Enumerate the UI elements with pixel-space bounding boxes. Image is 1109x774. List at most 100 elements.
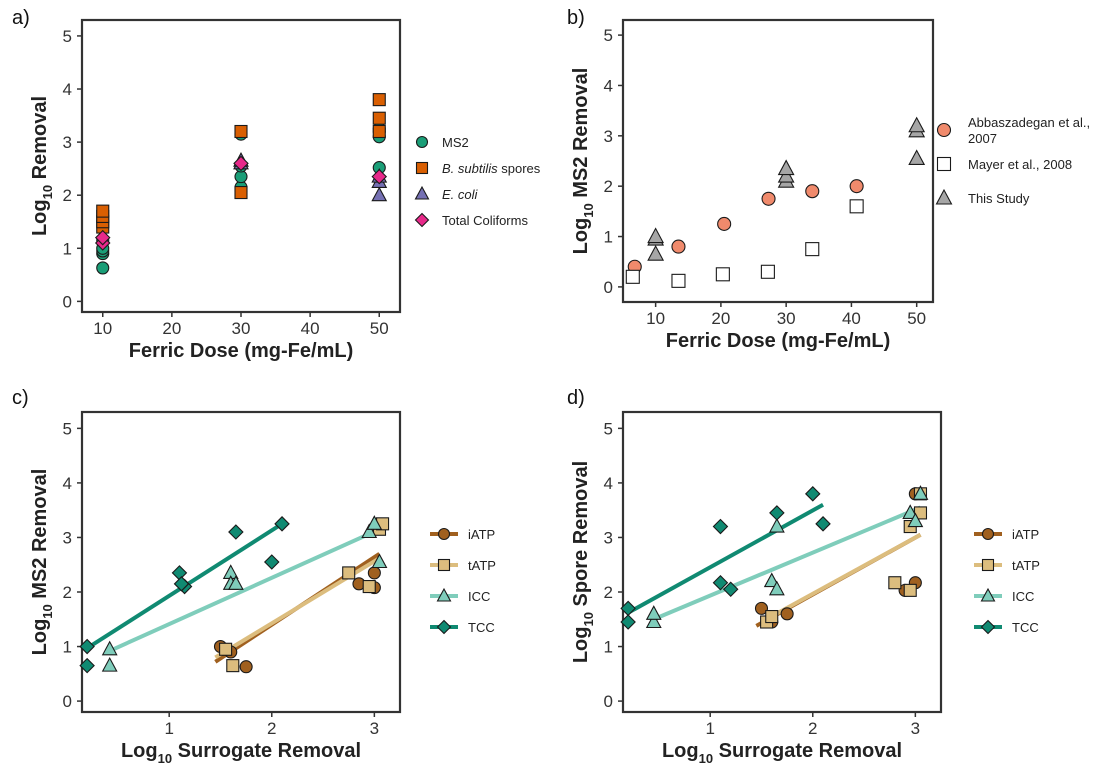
data-point-mayer-et-al-2008 [715,267,730,282]
legend-marker [935,188,953,205]
legend-marker [415,135,429,149]
panel-d-legend: iATP tATP ICC TCC [974,527,1040,635]
legend-marker [414,185,430,200]
y-tick-label: 4 [604,474,613,493]
data-point-tcc [79,638,95,655]
data-point-icc [768,580,785,596]
y-tick-label: 5 [604,419,613,438]
data-point-abbaszadegan-et-al- [671,239,686,254]
data-point-b-subtilis [234,185,248,200]
x-axis-title: Log10 Surrogate Removal [662,740,902,766]
x-tick-label: 30 [232,319,251,338]
fit-line-ICC [653,505,922,622]
data-point-e-coli [371,186,388,202]
data-point-this-study [777,166,795,183]
data-point-total-coliforms [233,155,249,172]
data-point-tcc [228,524,244,540]
legend-label: TCC [468,620,495,635]
data-point-ms2 [96,261,110,275]
legend-label: TCC [1012,620,1039,635]
y-tick-label: 0 [604,692,613,711]
data-point-abbaszadegan-et-al- [849,179,864,194]
data-point-this-study [647,227,665,244]
data-point-this-study [908,149,926,166]
data-point-icc [645,613,662,629]
y-tick-label: 5 [604,26,613,45]
y-tick-label: 1 [63,638,72,657]
y-axis-title: Log10 MS2 Removal [29,469,55,656]
data-point-b-subtilis [234,124,248,139]
legend-label: iATP [468,527,495,542]
x-tick-label: 2 [808,719,817,738]
x-axis-title: Ferric Dose (mg-Fe/mL) [666,330,890,352]
data-point-mayer-et-al-2008 [671,273,686,288]
legend-marker [437,527,451,541]
y-tick-label: 0 [604,278,613,297]
data-point-icc [763,572,780,588]
y-tick-label: 3 [63,133,72,152]
x-tick-label: 50 [370,319,389,338]
fit-line-TCC [627,502,825,615]
x-tick-label: 50 [907,309,926,328]
data-point-tcc [173,576,190,592]
y-tick-label: 2 [604,177,613,196]
data-point-abbaszadegan-et-al- [717,216,732,231]
data-point-icc [902,504,919,519]
plot-frame [80,410,402,714]
legend-label: Total Coliforms [442,213,528,228]
data-point-mayer-et-al-2008 [625,269,640,284]
panel-label-b: b) [567,7,585,29]
legend-label: E. coli [442,187,479,202]
legend-label: ICC [468,589,490,604]
panel-c-plot: 0 1 2 3 4 5 1 2 3 Log10 Surrogate Removal Log10 MS… [29,410,402,766]
data-point-icc [768,517,785,533]
data-point-iatp [367,566,381,580]
data-point-icc [366,515,383,530]
y-tick-label: 4 [63,474,72,493]
data-point-mayer-et-al-2008 [805,242,820,257]
y-tick-label: 2 [604,583,613,602]
data-point-tatp [888,576,902,590]
x-tick-label: 30 [777,309,796,328]
y-tick-label: 4 [604,76,613,95]
y-tick-label: 5 [63,419,72,438]
data-point-tcc [79,657,95,674]
data-point-this-study [777,159,795,176]
data-point-iatp [754,601,769,615]
data-point-tcc [712,518,729,535]
panel-label-a: a) [12,7,30,29]
panel-a-plot: 0 1 2 3 4 5 10 20 30 40 50 Ferric Dose (mg-Fe/mL) Lo… [29,18,402,362]
data-point-tatp [226,659,240,673]
data-point-b-subtilis [372,93,386,107]
y-tick-label: 4 [63,80,72,99]
legend-label: tATP [1012,558,1040,573]
x-axis-title: Log10 Surrogate Removal [121,740,361,766]
data-point-icc [912,485,929,500]
panel-label-d: d) [567,387,585,409]
legend-label: This Study [968,191,1030,206]
data-point-tatp [219,642,233,656]
legend-marker [980,619,996,635]
legend-marker [436,587,452,602]
y-tick-label: 3 [63,528,72,547]
y-tick-label: 3 [604,127,613,146]
data-point-abbaszadegan-et-al- [805,184,820,199]
data-point-tcc [804,486,821,502]
panel-b-legend: Abbaszadegan et al., 2007 Mayer et al., 2… [935,115,1094,206]
data-point-this-study [647,244,665,261]
y-tick-label: 0 [63,692,72,711]
legend-label: Abbaszadegan et al., 2007 [968,115,1094,146]
y-axis-title: Log10 Removal [29,96,55,236]
legend-label: B. subtilis spores [442,161,541,176]
panel-label-c: c) [12,387,29,409]
data-point-b-subtilis [372,111,386,125]
panel-d-plot: 0 1 2 3 4 5 1 2 3 Log10 Surrogate Removal Log10 Sp… [570,410,943,766]
data-point-tcc [274,516,290,532]
x-tick-label: 20 [711,309,730,328]
legend-marker [981,527,995,541]
data-point-icc [227,575,244,590]
data-point-tcc [815,516,831,532]
data-point-tatp [903,583,917,597]
fit-line-ICC [108,527,381,653]
y-tick-label: 1 [63,239,72,258]
